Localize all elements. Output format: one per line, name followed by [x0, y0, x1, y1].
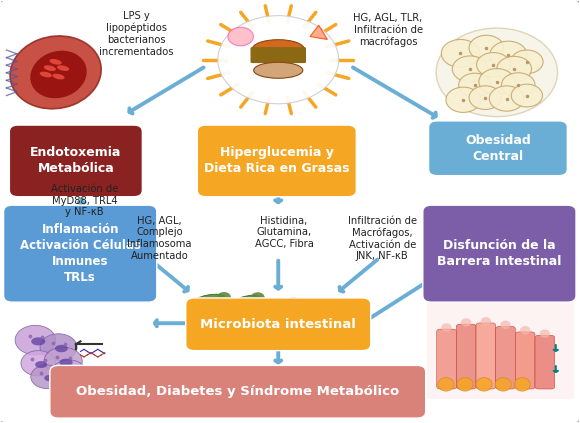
- Ellipse shape: [35, 361, 47, 368]
- Circle shape: [291, 300, 304, 310]
- Ellipse shape: [481, 317, 491, 326]
- Circle shape: [490, 86, 524, 111]
- Ellipse shape: [44, 375, 56, 381]
- Circle shape: [21, 351, 56, 376]
- Text: Microbiota intestinal: Microbiota intestinal: [200, 318, 356, 331]
- Circle shape: [452, 56, 488, 82]
- Circle shape: [269, 308, 282, 318]
- Text: Activación de
MyD88, TRL4
y NF-κB: Activación de MyD88, TRL4 y NF-κB: [51, 184, 118, 217]
- Ellipse shape: [476, 378, 492, 391]
- Circle shape: [265, 315, 279, 324]
- Text: Infiltración de
Macrófagos,
Activación de
JNK, NF-κB: Infiltración de Macrófagos, Activación d…: [348, 216, 417, 261]
- Text: HG, AGL, TLR,
Infiltración de
macrófagos: HG, AGL, TLR, Infiltración de macrófagos: [353, 14, 423, 47]
- Ellipse shape: [539, 330, 550, 338]
- Circle shape: [251, 292, 264, 302]
- Ellipse shape: [441, 323, 452, 332]
- Circle shape: [511, 50, 543, 74]
- Circle shape: [196, 316, 210, 326]
- Circle shape: [469, 35, 504, 60]
- Text: HG, AGL,
Complejo
Inflamosoma
Aumentado: HG, AGL, Complejo Inflamosoma Aumentado: [128, 216, 192, 261]
- Circle shape: [240, 300, 253, 310]
- Ellipse shape: [228, 295, 259, 309]
- Ellipse shape: [457, 378, 473, 391]
- Circle shape: [436, 28, 557, 117]
- Circle shape: [40, 334, 77, 361]
- Circle shape: [295, 308, 309, 318]
- Ellipse shape: [501, 321, 511, 329]
- Circle shape: [187, 298, 201, 308]
- Ellipse shape: [10, 36, 101, 109]
- Ellipse shape: [254, 319, 285, 333]
- Ellipse shape: [438, 378, 454, 391]
- Text: Endotoxemia
Metabólica: Endotoxemia Metabólica: [30, 146, 122, 176]
- FancyBboxPatch shape: [186, 298, 371, 351]
- Circle shape: [219, 322, 233, 332]
- Text: Disfunción de la
Barrera Intestinal: Disfunción de la Barrera Intestinal: [437, 239, 561, 268]
- Ellipse shape: [209, 303, 243, 314]
- Ellipse shape: [280, 305, 312, 316]
- FancyBboxPatch shape: [251, 47, 306, 63]
- FancyBboxPatch shape: [456, 324, 476, 389]
- Ellipse shape: [271, 310, 303, 322]
- Circle shape: [479, 69, 514, 95]
- Circle shape: [44, 347, 82, 375]
- Circle shape: [287, 297, 300, 308]
- Ellipse shape: [57, 65, 69, 71]
- Ellipse shape: [59, 359, 72, 366]
- Ellipse shape: [495, 378, 512, 391]
- Ellipse shape: [262, 299, 295, 310]
- Circle shape: [459, 73, 491, 97]
- Ellipse shape: [253, 62, 303, 78]
- Ellipse shape: [224, 319, 257, 330]
- FancyBboxPatch shape: [476, 323, 496, 389]
- Circle shape: [225, 308, 239, 318]
- Ellipse shape: [193, 294, 225, 306]
- FancyBboxPatch shape: [9, 125, 142, 197]
- Ellipse shape: [296, 301, 329, 312]
- Ellipse shape: [202, 310, 234, 323]
- Circle shape: [497, 56, 531, 82]
- Circle shape: [217, 292, 231, 302]
- Polygon shape: [310, 25, 327, 39]
- Text: Histidina,
Glutamina,
AGCC, Fibra: Histidina, Glutamina, AGCC, Fibra: [255, 216, 313, 249]
- FancyBboxPatch shape: [515, 332, 535, 389]
- FancyBboxPatch shape: [535, 335, 554, 389]
- Circle shape: [502, 73, 535, 97]
- FancyBboxPatch shape: [427, 289, 574, 399]
- Ellipse shape: [461, 318, 472, 327]
- Circle shape: [223, 302, 236, 312]
- FancyBboxPatch shape: [50, 365, 426, 418]
- Circle shape: [218, 16, 339, 104]
- Circle shape: [249, 317, 263, 327]
- Ellipse shape: [55, 345, 68, 352]
- Ellipse shape: [66, 371, 78, 377]
- Text: Obesidad
Central: Obesidad Central: [465, 134, 531, 163]
- Circle shape: [228, 27, 253, 46]
- FancyBboxPatch shape: [423, 205, 576, 302]
- Text: LPS y
lipopéptidos
bacterianos
incrementados: LPS y lipopéptidos bacterianos increment…: [99, 11, 174, 57]
- Ellipse shape: [31, 337, 45, 346]
- Circle shape: [15, 325, 56, 355]
- Circle shape: [230, 312, 244, 322]
- Circle shape: [248, 316, 262, 327]
- Ellipse shape: [52, 74, 64, 80]
- Circle shape: [321, 303, 335, 313]
- Circle shape: [512, 84, 542, 107]
- FancyBboxPatch shape: [496, 327, 515, 389]
- Circle shape: [204, 302, 218, 312]
- Circle shape: [469, 86, 502, 110]
- Ellipse shape: [235, 313, 269, 323]
- Text: Obesidad, Diabetes y Síndrome Metabólico: Obesidad, Diabetes y Síndrome Metabólico: [76, 385, 400, 398]
- Text: Inflamación
Activación Células
Inmunes
TRLs: Inflamación Activación Células Inmunes T…: [20, 223, 140, 284]
- Circle shape: [441, 39, 480, 67]
- Ellipse shape: [245, 303, 277, 316]
- Circle shape: [235, 305, 248, 316]
- Ellipse shape: [252, 40, 304, 59]
- Ellipse shape: [30, 51, 87, 98]
- Ellipse shape: [520, 326, 530, 335]
- FancyBboxPatch shape: [197, 125, 356, 197]
- Ellipse shape: [514, 378, 530, 391]
- FancyBboxPatch shape: [437, 329, 456, 389]
- Ellipse shape: [49, 59, 61, 65]
